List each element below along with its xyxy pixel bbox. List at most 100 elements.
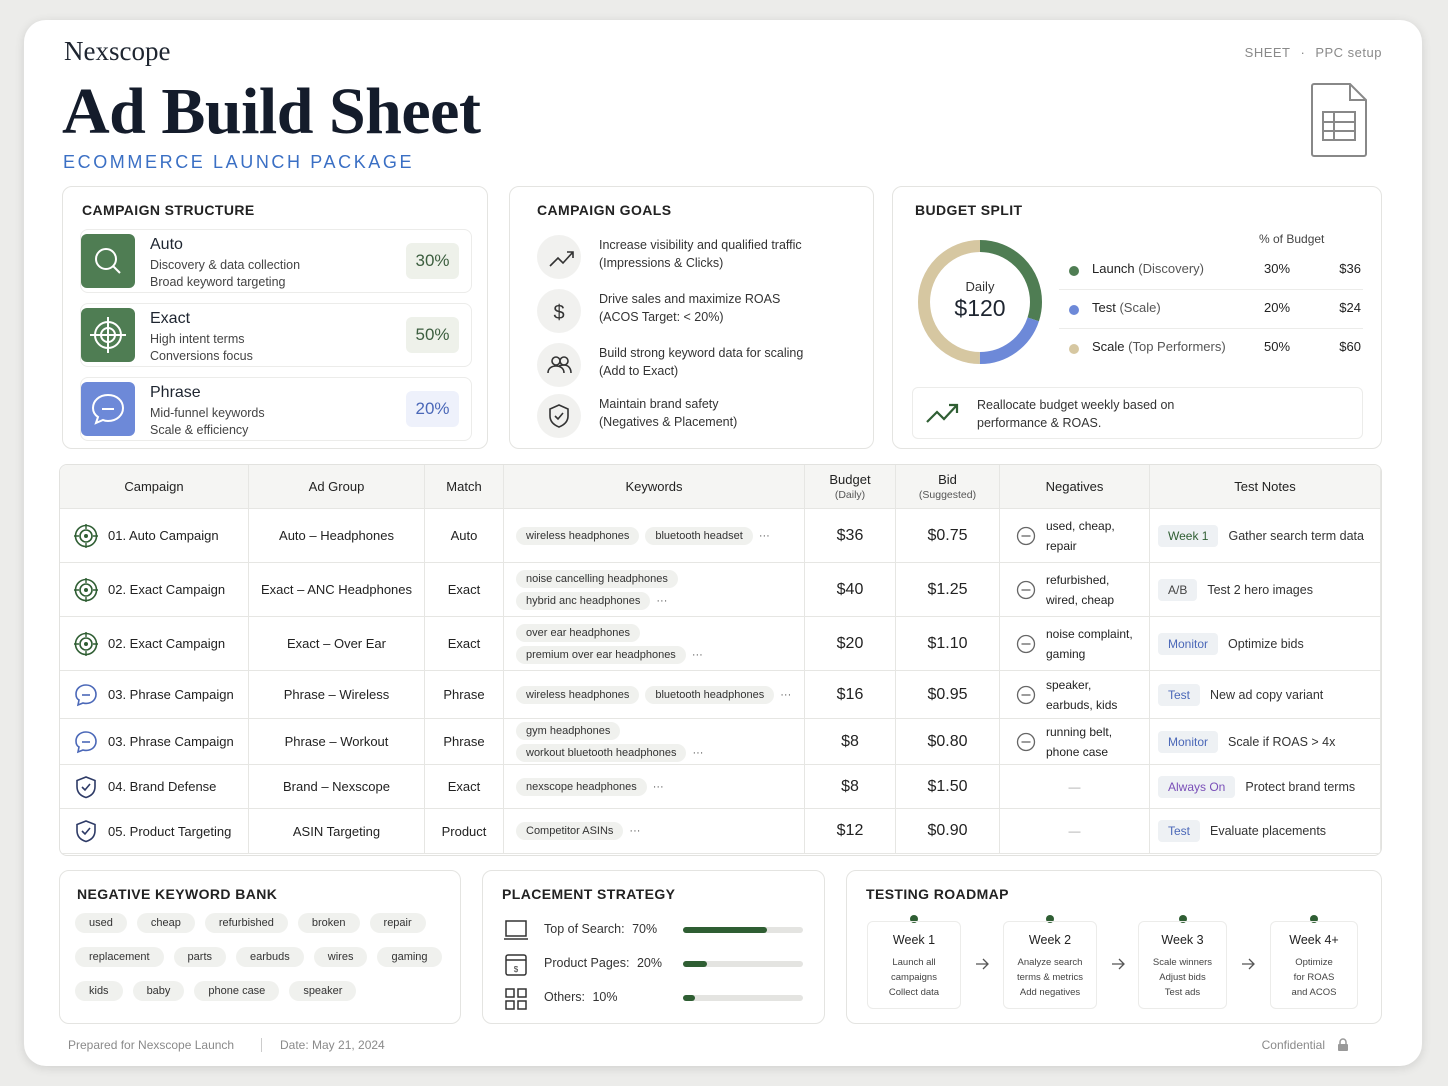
- legend-amount: $60: [1339, 339, 1361, 354]
- meta-item: PPC setup: [1315, 45, 1382, 60]
- placement-name: Others:: [544, 990, 585, 1004]
- step-title: Week 3: [1161, 933, 1204, 947]
- note: Scale if ROAS > 4x: [1228, 734, 1336, 749]
- note-line: performance & ROAS.: [977, 416, 1102, 430]
- footer-prepared: Prepared for Nexscope Launch: [68, 1038, 235, 1052]
- legend-row: Test (Scale) 20% $24: [1059, 299, 1363, 329]
- budget-note: Reallocate budget weekly based on perform…: [912, 387, 1363, 439]
- bid-cell: $1.10: [896, 617, 1000, 671]
- keyword-chip: bluetooth headset: [645, 526, 753, 545]
- placement-track: [683, 961, 803, 967]
- keywords-cell: nexscope headphones ···: [504, 765, 805, 809]
- goal-icon: $: [537, 289, 581, 333]
- structure-row: Auto Discovery & data collection Broad key…: [80, 229, 472, 293]
- bid-cell: $0.95: [896, 671, 1000, 719]
- placement-label: Product Pages: 20%: [544, 956, 662, 970]
- budget-cell: $8: [805, 719, 896, 765]
- meta: SHEET · PPC setup: [1160, 45, 1382, 60]
- structure-icon: [81, 234, 135, 288]
- structure-name: Phrase: [150, 384, 201, 401]
- goal-text: (Add to Exact): [599, 364, 679, 378]
- header-label: Ad Group: [308, 479, 365, 494]
- negative-chip: gaming: [377, 947, 442, 967]
- negative-chip: speaker: [289, 981, 357, 1001]
- ad-group-cell: Exact – Over Ear: [249, 617, 425, 671]
- donut-segment: [918, 240, 1042, 364]
- row-icon: [76, 820, 96, 843]
- card-title: NEGATIVE KEYWORD BANK: [77, 886, 278, 902]
- structure-name: Auto: [150, 236, 183, 253]
- negative-chip: parts: [173, 947, 227, 967]
- bid-cell: $1.25: [896, 563, 1000, 617]
- footer-separator: [261, 1038, 262, 1052]
- placement-label: Top of Search: 70%: [544, 922, 657, 936]
- keyword-chip: noise cancelling headphones: [516, 569, 678, 588]
- notes-cell: Monitor Scale if ROAS > 4x: [1150, 719, 1381, 765]
- row-icon: [75, 683, 97, 706]
- card-title: BUDGET SPLIT: [915, 202, 1023, 218]
- column-header: Ad Group: [249, 465, 425, 509]
- campaign-cell: 05. Product Targeting: [60, 809, 249, 854]
- legend-name: Scale: [1092, 339, 1125, 354]
- negatives-cell: refurbished, wired, cheap: [1000, 563, 1150, 617]
- column-header: % of Budget: [1259, 232, 1325, 246]
- step-line: campaigns: [891, 972, 937, 983]
- legend-dot: [1069, 266, 1079, 276]
- negative-chip: refurbished: [204, 913, 288, 933]
- negative-chip: used: [75, 913, 127, 933]
- keyword-chip: over ear headphones: [516, 623, 640, 642]
- bid-cell: $0.75: [896, 509, 1000, 563]
- step-line: Optimize: [1295, 957, 1333, 968]
- negatives: —: [1068, 779, 1081, 794]
- card-title: PLACEMENT STRATEGY: [502, 886, 676, 902]
- keywords-cell: gym headphones workout bluetooth headphon…: [504, 719, 805, 765]
- row-icon: [75, 730, 97, 753]
- step-line: Scale winners: [1152, 957, 1213, 968]
- header-label: Keywords: [625, 479, 683, 494]
- negatives-cell: noise complaint, gaming: [1000, 617, 1150, 671]
- note: New ad copy variant: [1210, 687, 1324, 702]
- legend-name: Launch: [1092, 261, 1135, 276]
- placement-icon: [504, 920, 528, 940]
- lock-icon: [1338, 1038, 1348, 1051]
- goal-text: Maintain brand safety: [599, 397, 719, 411]
- notes-cell: Week 1 Gather search term data: [1150, 509, 1381, 563]
- column-header: Bid (Suggested): [896, 465, 1000, 509]
- note: Protect brand terms: [1245, 779, 1356, 794]
- match-cell: Product: [425, 809, 504, 854]
- goal-icon: [537, 394, 581, 438]
- card-title: CAMPAIGN GOALS: [537, 202, 672, 218]
- legend-dot: [1069, 344, 1079, 354]
- bid-cell: $0.90: [896, 809, 1000, 854]
- legend-detail: (Scale): [1119, 300, 1161, 315]
- placement-track: [683, 995, 803, 1001]
- budget-cell: $40: [805, 563, 896, 617]
- step-dot: [1046, 915, 1054, 923]
- tag: Week 1: [1158, 524, 1219, 547]
- negative-chip: broken: [297, 913, 360, 933]
- legend-amount: $36: [1339, 261, 1361, 276]
- minus-icon: [1016, 732, 1036, 751]
- row-icon: [74, 631, 98, 656]
- campaign-structure-card: CAMPAIGN STRUCTURE Auto Discovery & data c…: [62, 186, 488, 449]
- tag: Test: [1158, 683, 1201, 706]
- negatives-cell: —: [1000, 809, 1150, 854]
- tag: Monitor: [1158, 632, 1219, 655]
- keyword-chip: nexscope headphones: [516, 777, 647, 796]
- placement-icon: [505, 988, 527, 1010]
- step-dot: [910, 915, 918, 923]
- notes-cell: Monitor Optimize bids: [1150, 617, 1381, 671]
- step-line: and ACOS: [1291, 987, 1337, 998]
- note: Optimize bids: [1228, 636, 1304, 651]
- match-cell: Exact: [425, 765, 504, 809]
- step-box: Week 2 Analyze search terms & metrics Add n…: [1003, 921, 1097, 1009]
- keyword-chip: wireless headphones: [516, 526, 640, 545]
- donut-total: $120: [954, 295, 1006, 321]
- structure-line: Scale & efficiency: [150, 423, 249, 437]
- tag: A/B: [1158, 578, 1198, 601]
- campaign-name: 03. Phrase Campaign: [108, 687, 234, 702]
- negatives-cell: running belt, phone case: [1000, 719, 1150, 765]
- negative-bank-card: NEGATIVE KEYWORD BANK used cheap refurbishe…: [59, 870, 461, 1024]
- header-label: Campaign: [124, 479, 184, 494]
- icon: [95, 248, 121, 274]
